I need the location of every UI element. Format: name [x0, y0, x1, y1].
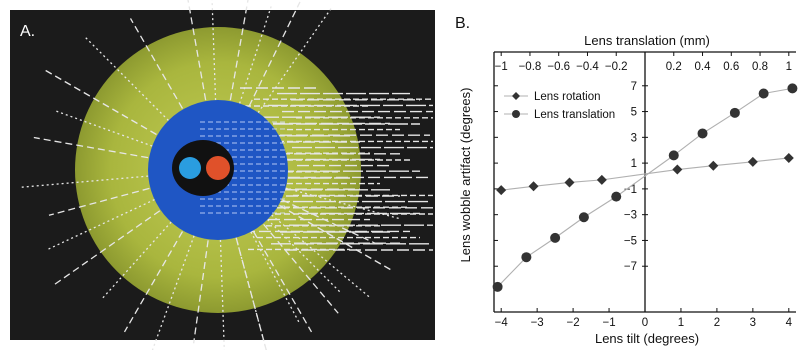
radial-ray — [187, 0, 209, 112]
radial-ray — [151, 226, 199, 350]
radial-ray — [48, 194, 164, 250]
data-point-circle — [668, 150, 679, 161]
x-tick-label: −4 — [495, 317, 509, 329]
radial-ray — [123, 221, 189, 333]
legend-circle-icon — [512, 110, 520, 118]
red-spot — [206, 156, 230, 180]
data-point-circle — [758, 88, 769, 99]
y-axis-title: Lens wobble artifact (degrees) — [458, 88, 473, 263]
y-tick-label: 5 — [631, 107, 637, 119]
radial-ray — [129, 18, 189, 119]
x-tick-label: 4 — [786, 317, 793, 329]
x-tick-label: 1 — [678, 317, 684, 329]
radial-ray — [247, 221, 313, 333]
radial-ray — [219, 229, 225, 350]
radial-ray — [54, 203, 170, 285]
data-point-circle — [787, 83, 798, 94]
top-axis-title: Lens translation (mm) — [584, 33, 710, 48]
panel-b-label: B. — [455, 15, 470, 32]
series-line — [497, 87, 793, 288]
radial-ray — [243, 1, 301, 117]
chart-legend: Lens rotation Lens translation — [504, 91, 615, 121]
pupil — [172, 140, 234, 196]
data-point-circle — [729, 107, 740, 118]
chart-ticks: −4 −3 −2 −1 0 1 2 3 4 −1 −0.8 −0.6 −0.4 −0.2 0.2 0.4 0.6… — [494, 52, 793, 329]
x2-tick-label: −0.6 — [547, 61, 570, 73]
x-tick-label: 2 — [714, 317, 720, 329]
y-tick-label: 1 — [631, 158, 637, 170]
legend-label: Lens rotation — [534, 91, 601, 103]
radial-ray — [259, 211, 343, 295]
legend-diamond-icon — [512, 92, 520, 100]
radial-ray — [19, 174, 159, 188]
series-line — [501, 157, 789, 191]
radial-ray — [211, 0, 217, 111]
data-point-diamond — [747, 156, 758, 167]
data-point-diamond — [672, 164, 683, 175]
x-tick-label: 3 — [750, 317, 756, 329]
radial-ray — [263, 208, 371, 299]
radial-ray — [235, 3, 273, 114]
series-lens-translation — [492, 83, 798, 292]
blue-spot — [179, 157, 201, 179]
x-tick-label: −1 — [602, 317, 615, 329]
x2-tick-label: 1 — [786, 61, 792, 73]
series-lens-rotation — [496, 152, 794, 196]
legend-item: Lens rotation — [504, 91, 601, 103]
legend-item: Lens translation — [504, 109, 615, 121]
radial-ray — [85, 37, 177, 129]
x2-tick-label: 0.4 — [695, 61, 712, 73]
radial-ray — [48, 184, 161, 216]
x-tick-label: −3 — [531, 317, 544, 329]
data-point-circle — [578, 212, 589, 223]
radial-ray — [227, 0, 249, 112]
x2-tick-label: 0.6 — [723, 61, 739, 73]
data-point-circle — [550, 232, 561, 243]
radial-ray — [251, 6, 333, 122]
data-point-circle — [492, 281, 503, 292]
radial-ray — [193, 229, 211, 344]
radial-ray — [45, 69, 167, 141]
panel-a: A. — [10, 0, 435, 350]
y-tick-label: −5 — [624, 235, 637, 247]
panel-b-chart: B. Lens translation (mm) Lens tilt (degr… — [455, 15, 798, 346]
data-point-diamond — [528, 181, 539, 192]
radial-ray — [33, 136, 160, 161]
y-tick-label: −3 — [624, 210, 637, 222]
chart-series — [492, 83, 798, 292]
data-point-diamond — [708, 160, 719, 171]
x-tick-label: −2 — [567, 317, 580, 329]
radial-ray — [269, 199, 391, 271]
data-point-diamond — [783, 152, 794, 163]
x2-tick-label: −1 — [495, 61, 508, 73]
data-point-circle — [611, 191, 622, 202]
chart-frame — [493, 51, 796, 313]
y-tick-label: 7 — [631, 81, 637, 93]
x2-tick-label: −0.2 — [605, 61, 628, 73]
data-point-diamond — [564, 177, 575, 188]
radial-ray — [245, 222, 301, 325]
radial-ray — [100, 214, 179, 301]
x2-tick-label: −0.4 — [576, 61, 599, 73]
data-point-diamond — [496, 185, 507, 196]
data-point-diamond — [596, 174, 607, 185]
radial-ray — [256, 215, 339, 314]
iris-rays — [200, 121, 285, 214]
legend-label: Lens translation — [534, 109, 615, 121]
light-rays — [19, 0, 433, 350]
data-point-circle — [521, 252, 532, 263]
x2-tick-label: 0.8 — [752, 61, 768, 73]
y-tick-label: −7 — [624, 261, 637, 273]
x2-tick-label: 0.2 — [666, 61, 682, 73]
bottom-axis-title: Lens tilt (degrees) — [595, 331, 699, 346]
x-tick-label: 0 — [642, 317, 648, 329]
y-tick-label: −1 — [624, 184, 637, 196]
y-tick-label: 3 — [631, 132, 637, 144]
data-point-circle — [697, 128, 708, 139]
panel-a-label: A. — [20, 23, 35, 40]
radial-ray — [53, 109, 162, 151]
x2-tick-label: −0.8 — [519, 61, 542, 73]
radial-ray — [232, 227, 267, 350]
